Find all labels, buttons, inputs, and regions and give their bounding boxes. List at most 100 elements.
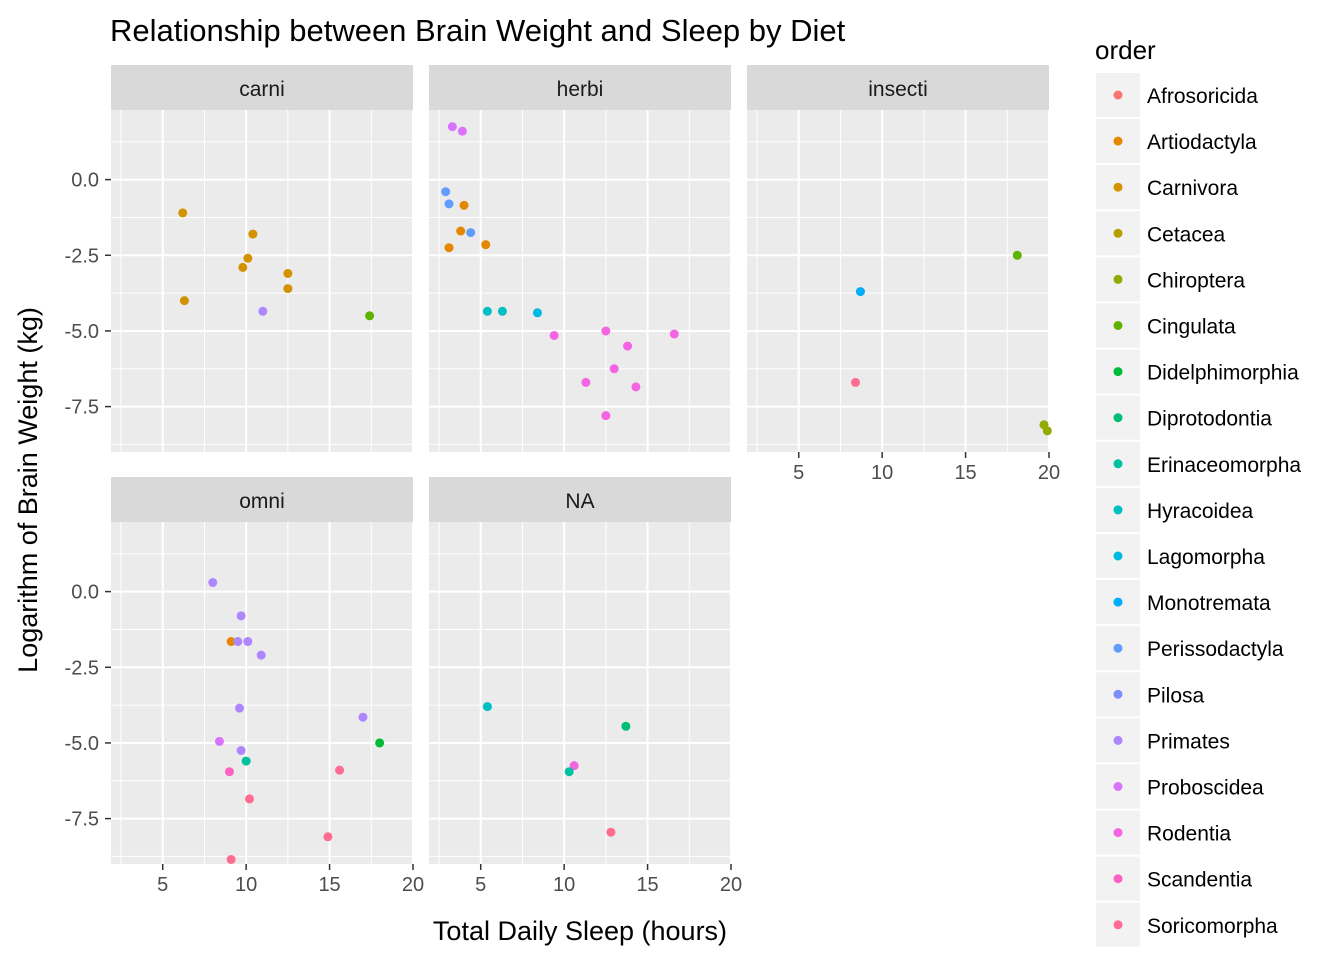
data-point-primates xyxy=(236,746,246,756)
legend-swatch xyxy=(1113,597,1123,607)
data-point-artiodactyla xyxy=(459,200,469,210)
data-point-soricomorpha xyxy=(850,377,860,387)
x-tick-label: 10 xyxy=(553,874,575,896)
legend-swatch xyxy=(1113,505,1123,515)
x-tick-label: 15 xyxy=(954,462,976,484)
legend-label: Rodentia xyxy=(1147,823,1231,846)
data-point-monotremata xyxy=(855,287,865,297)
data-point-proboscidea xyxy=(447,122,457,132)
legend-label: Artiodactyla xyxy=(1147,131,1257,154)
x-tick-label: 20 xyxy=(720,874,742,896)
data-point-artiodactyla xyxy=(456,226,466,236)
data-point-hyracoidea xyxy=(482,702,492,712)
x-tick-label: 5 xyxy=(475,874,486,896)
legend-item-primates: Primates xyxy=(1096,718,1230,763)
legend-swatch xyxy=(1113,459,1123,469)
panel-background xyxy=(111,110,413,452)
data-point-erinaceomorpha xyxy=(564,767,574,777)
legend-label: Carnivora xyxy=(1147,177,1238,200)
facet-strip-label: insecti xyxy=(868,78,928,101)
legend-item-soricomorpha: Soricomorpha xyxy=(1096,902,1278,947)
legend-swatch xyxy=(1113,413,1123,423)
data-point-scandentia xyxy=(224,767,234,777)
facet-panel-herbi: herbi xyxy=(429,65,732,452)
legend-swatch xyxy=(1113,735,1123,745)
x-tick-label: 20 xyxy=(1038,462,1060,484)
legend-item-carnivora: Carnivora xyxy=(1096,165,1238,210)
legend-item-perissodactyla: Perissodactyla xyxy=(1096,626,1284,671)
legend-swatch xyxy=(1113,136,1123,146)
data-point-hyracoidea xyxy=(497,306,507,316)
y-tick-label: -7.5 xyxy=(65,397,99,419)
data-point-artiodactyla xyxy=(481,240,491,250)
data-point-rodentia xyxy=(631,382,641,392)
legend-item-scandentia: Scandentia xyxy=(1096,856,1252,901)
legend-label: Lagomorpha xyxy=(1147,546,1265,569)
data-point-primates xyxy=(233,637,243,647)
data-point-cingulata xyxy=(365,311,375,321)
chart-title: Relationship between Brain Weight and Sl… xyxy=(110,13,846,48)
x-tick-label: 5 xyxy=(157,874,168,896)
legend-item-afrosoricida: Afrosoricida xyxy=(1096,73,1258,117)
data-point-rodentia xyxy=(601,411,611,421)
legend-item-hyracoidea: Hyracoidea xyxy=(1096,487,1254,532)
legend-swatch xyxy=(1113,920,1123,930)
legend-label: Primates xyxy=(1147,730,1230,753)
data-point-didelphimorphia xyxy=(375,738,385,748)
legend-item-lagomorpha: Lagomorpha xyxy=(1096,534,1265,578)
facet-strip xyxy=(747,65,1049,110)
legend-swatch xyxy=(1113,643,1123,653)
legend-label: Pilosa xyxy=(1147,684,1205,707)
facet-panel-insecti: insecti 5 10 15 20 xyxy=(747,65,1060,484)
legend-label: Monotremata xyxy=(1147,592,1271,615)
facet-strip xyxy=(111,477,413,522)
legend-swatch xyxy=(1113,874,1123,884)
legend-swatch xyxy=(1113,551,1123,561)
data-point-primates xyxy=(236,611,246,621)
data-point-perissodactyla xyxy=(444,199,454,209)
data-point-soricomorpha xyxy=(323,832,333,842)
data-point-artiodactyla xyxy=(444,243,454,253)
legend-item-pilosa: Pilosa xyxy=(1096,672,1205,717)
data-point-carnivora xyxy=(238,262,248,272)
legend-label: Cetacea xyxy=(1147,223,1226,246)
panel-background xyxy=(111,522,413,864)
data-point-carnivora xyxy=(179,296,189,306)
data-point-rodentia xyxy=(581,377,591,387)
data-point-rodentia xyxy=(549,330,559,340)
legend-swatch xyxy=(1113,274,1123,284)
legend-label: Perissodactyla xyxy=(1147,638,1284,661)
legend-swatch xyxy=(1113,828,1123,838)
facet-strip xyxy=(429,65,731,110)
legend-swatch xyxy=(1113,321,1123,330)
data-point-soricomorpha xyxy=(226,854,236,864)
y-tick-label: -2.5 xyxy=(65,245,99,267)
data-point-cingulata xyxy=(1012,250,1022,260)
panel-background xyxy=(747,110,1049,452)
data-point-carnivora xyxy=(283,284,293,294)
legend-item-proboscidea: Proboscidea xyxy=(1096,764,1264,809)
y-tick-label: -5.0 xyxy=(65,321,99,343)
data-point-primates xyxy=(234,703,244,713)
facet-strip-label: carni xyxy=(239,78,285,101)
legend-label: Proboscidea xyxy=(1147,777,1264,800)
legend-item-rodentia: Rodentia xyxy=(1096,810,1231,855)
y-tick-label: -2.5 xyxy=(65,657,99,679)
facet-strip xyxy=(111,65,413,110)
data-point-lagomorpha xyxy=(532,308,542,318)
data-point-soricomorpha xyxy=(244,794,254,804)
data-point-rodentia xyxy=(569,761,579,771)
data-point-carnivora xyxy=(178,208,188,218)
data-point-chiroptera xyxy=(1042,426,1052,436)
data-point-proboscidea xyxy=(214,736,224,746)
y-axis-title: Logarithm of Brain Weight (kg) xyxy=(13,307,43,673)
legend-label: Soricomorpha xyxy=(1147,915,1278,938)
facet-strip-label: NA xyxy=(565,490,594,513)
x-tick-label: 5 xyxy=(793,462,804,484)
data-point-carnivora xyxy=(243,253,253,263)
data-point-carnivora xyxy=(248,229,258,239)
data-point-carnivora xyxy=(283,268,293,278)
data-point-hyracoidea xyxy=(482,306,492,316)
legend-item-monotremata: Monotremata xyxy=(1096,580,1271,625)
legend-swatch xyxy=(1113,228,1123,238)
